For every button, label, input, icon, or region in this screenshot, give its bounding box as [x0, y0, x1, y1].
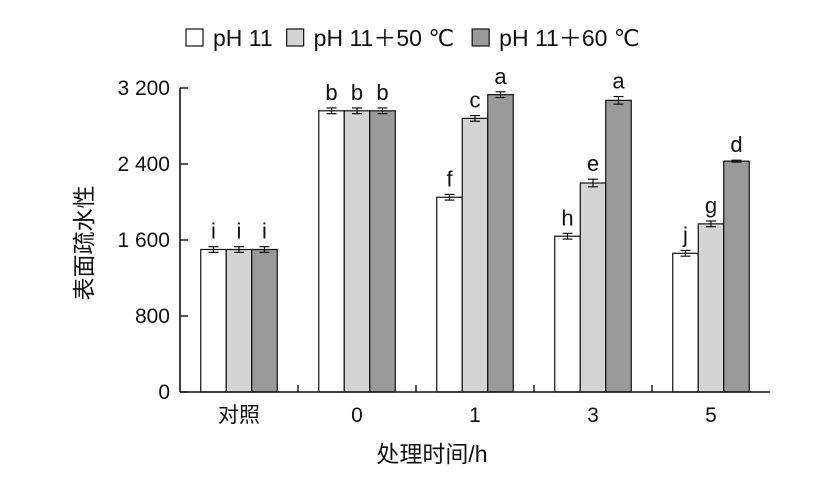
- significance-label: g: [705, 193, 717, 218]
- legend-swatch: [185, 28, 204, 47]
- bar: [436, 196, 463, 393]
- significance-label: i: [262, 219, 267, 244]
- x-tick-label: 对照: [218, 404, 260, 427]
- bar: [554, 235, 581, 393]
- significance-label: c: [470, 88, 481, 113]
- axes: 0 800 1 600 2 400 3 200 对照 0 1 3 5: [117, 77, 770, 427]
- y-tick-label: 0: [158, 381, 170, 404]
- x-axis-title: 处理时间/h: [376, 441, 487, 467]
- bar: [343, 110, 371, 393]
- bar: [461, 117, 489, 393]
- significance-label: b: [376, 80, 388, 105]
- x-tick-label: 0: [351, 404, 363, 427]
- x-tick-label: 5: [705, 404, 717, 427]
- significance-label: e: [587, 151, 599, 176]
- legend-swatch: [471, 28, 490, 47]
- bar: [723, 160, 750, 393]
- significance-label: a: [612, 69, 625, 94]
- significance-label: j: [682, 222, 688, 247]
- bar: [200, 248, 227, 393]
- x-tick-label: 3: [587, 404, 599, 427]
- y-axis-title: 表面疏水性: [71, 186, 97, 301]
- significance-label: d: [730, 132, 742, 157]
- significance-label: h: [561, 205, 573, 230]
- bar: [369, 110, 396, 393]
- significance-label: b: [325, 80, 337, 105]
- legend-label: pH 11＋60 ℃: [499, 25, 639, 51]
- significance-label: a: [494, 64, 507, 89]
- significance-label: f: [446, 166, 453, 191]
- legend-label: pH 11＋50 ℃: [314, 25, 454, 51]
- bar: [487, 94, 514, 393]
- bar: [579, 182, 607, 393]
- legend-label: pH 11: [213, 25, 273, 51]
- bar: [318, 110, 345, 393]
- y-tick-label: 800: [135, 305, 170, 328]
- bar: [672, 252, 699, 393]
- legend: pH 11 pH 11＋50 ℃ pH 11＋60 ℃: [185, 25, 640, 51]
- x-tick-label: 1: [469, 404, 481, 427]
- bar: [605, 99, 632, 393]
- significance-label: i: [237, 219, 242, 244]
- bar: [697, 223, 725, 393]
- y-tick-label: 3 200: [117, 77, 170, 100]
- significance-label: i: [211, 219, 216, 244]
- significance-label: b: [351, 80, 363, 105]
- y-tick-label: 2 400: [117, 153, 170, 176]
- bar: [251, 248, 278, 393]
- y-tick-label: 1 600: [117, 229, 170, 252]
- legend-swatch: [286, 28, 305, 47]
- bar: [225, 248, 253, 393]
